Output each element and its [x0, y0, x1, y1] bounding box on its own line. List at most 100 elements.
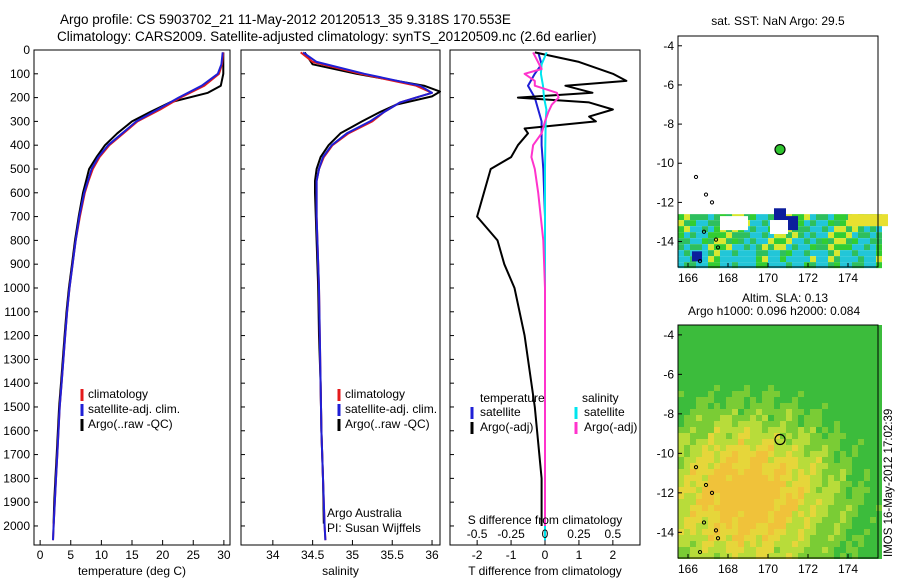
depth-tick-label-3: 300	[10, 114, 30, 128]
sla-map-subtitle: Argo h1000: 0.096 h2000: 0.084	[688, 304, 860, 318]
sla-map-frame	[677, 324, 879, 559]
sla-map-island-0	[693, 465, 699, 470]
imos-timestamp-label: IMOS 16-May-2012 17:02:39	[883, 408, 895, 557]
difference-xtick-label-4: 2	[610, 548, 617, 562]
salinity-series-1	[302, 51, 433, 541]
sla-map-island-6	[697, 549, 703, 555]
diff-xtick2-label-1: -0.25	[497, 527, 525, 541]
diff-legend-label-3: Argo(-adj)	[584, 420, 637, 434]
temperature-legend-label-1: satellite-adj. clim.	[88, 402, 180, 416]
temperature-xtick-label-3: 15	[125, 548, 139, 562]
depth-tick-label-6: 600	[10, 186, 30, 200]
salinity-legend-label-0: climatology	[345, 387, 405, 401]
depth-tick-label-12: 1200	[3, 329, 30, 343]
salinity-xtick-label-1: 34.5	[301, 548, 325, 562]
sla-map-island-4	[713, 528, 719, 533]
depth-tick-label-8: 800	[10, 233, 30, 247]
sst-map-island-6	[697, 259, 703, 264]
diff-xtick2-label-4: 0.5	[605, 527, 622, 541]
sst-map-ytick-label-5: -14	[657, 235, 675, 249]
difference-series-1	[476, 51, 628, 526]
sst-map-xtick-label-2: 170	[758, 271, 778, 285]
sla-map-ytick-label-5: -14	[657, 525, 675, 539]
depth-tick-label-9: 900	[10, 257, 30, 271]
difference-xtick-label-1: -1	[506, 548, 517, 562]
sst-map-ytick-label-0: -4	[663, 39, 674, 53]
temperature-series-1	[52, 52, 224, 541]
sla-map-island-2	[709, 490, 715, 495]
depth-tick-label-2: 200	[10, 91, 30, 105]
difference-xtick-label-2: 0	[542, 548, 549, 562]
sst-map-xtick-label-1: 168	[718, 271, 738, 285]
sst-map-frame	[677, 35, 879, 268]
sla-map-grid	[678, 325, 882, 559]
sst-map-ytick-label-4: -12	[657, 195, 675, 209]
sst-map-ytick-label-2: -8	[663, 117, 674, 131]
depth-tick-label-11: 1100	[4, 305, 30, 319]
depth-tick-label-16: 1600	[3, 424, 30, 438]
sst-map-argo-marker	[774, 143, 786, 156]
salinity-xtick-label-4: 36	[425, 548, 439, 562]
depth-tick-label-1: 100	[10, 67, 30, 81]
sla-map-island-5	[715, 536, 721, 541]
sst-map-title: sat. SST: NaN Argo: 29.5	[711, 14, 845, 28]
salinity-xlabel: salinity	[322, 564, 359, 578]
depth-tick-label-19: 1900	[3, 495, 30, 509]
depth-tick-label-18: 1800	[3, 471, 30, 485]
diff-xlabel-s: S difference from climatology	[468, 513, 623, 527]
diff-xtick2-label-3: 0.25	[567, 527, 591, 541]
sla-map-xtick-label-4: 174	[838, 562, 858, 576]
salinity-xtick-label-2: 35	[346, 548, 360, 562]
sla-map-xtick-label-0: 166	[678, 562, 698, 576]
sst-map-island-2	[709, 200, 715, 205]
sst-map-xtick-label-4: 174	[838, 271, 858, 285]
depth-tick-label-0: 0	[23, 43, 30, 57]
difference-xtick-label-3: 1	[576, 548, 583, 562]
sla-map-ytick-label-1: -6	[663, 367, 674, 381]
sst-map-ytick-label-1: -6	[663, 78, 674, 92]
difference-xtick-label-0: -2	[472, 548, 483, 562]
sla-map-argo-marker	[774, 433, 786, 446]
header-line-2: Climatology: CARS2009. Satellite-adjuste…	[57, 29, 597, 44]
sla-map-island-1	[703, 482, 709, 488]
diff-legend-label-0: satellite	[480, 405, 521, 419]
sst-map-island-4	[713, 237, 719, 242]
depth-tick-label-10: 1000	[3, 281, 30, 295]
sla-map-xtick-label-3: 172	[798, 562, 818, 576]
sst-map-xtick-label-0: 166	[678, 271, 698, 285]
diff-legend-label-2: satellite	[584, 405, 625, 419]
sst-map-island-0	[693, 174, 699, 180]
salinity-annotation-0: Argo Australia	[327, 506, 402, 520]
temperature-xlabel: temperature (deg C)	[78, 564, 186, 578]
diff-legend-s-title: salinity	[582, 391, 619, 405]
temperature-xtick-label-1: 5	[67, 548, 74, 562]
depth-tick-label-7: 700	[10, 210, 30, 224]
sst-map-island-3	[701, 229, 707, 234]
sla-map-ytick-label-3: -10	[657, 446, 675, 460]
salinity-xtick-label-3: 35.5	[381, 548, 405, 562]
sla-map-xtick-label-2: 170	[758, 562, 778, 576]
header-line-1: Argo profile: CS 5903702_21 11-May-2012 …	[60, 12, 511, 27]
temperature-xtick-label-0: 0	[37, 548, 44, 562]
temperature-legend-label-2: Argo(..raw -QC)	[88, 417, 173, 431]
diff-xtick2-label-2: 0	[542, 527, 549, 541]
depth-tick-label-17: 1700	[3, 448, 30, 462]
diff-legend-label-1: Argo(-adj)	[480, 420, 533, 434]
temperature-legend-label-0: climatology	[88, 387, 148, 401]
salinity-legend-label-2: Argo(..raw -QC)	[345, 417, 430, 431]
sst-map-ytick-label-3: -10	[657, 156, 675, 170]
salinity-axes-frame	[240, 49, 441, 546]
diff-xtick2-label-0: -0.5	[467, 527, 488, 541]
sla-map-ytick-label-4: -12	[657, 486, 675, 500]
difference-series-3	[523, 51, 560, 526]
temperature-xtick-label-2: 10	[95, 548, 109, 562]
sla-map-xtick-label-1: 168	[718, 562, 738, 576]
sla-map-title: Altim. SLA: 0.13	[742, 291, 828, 305]
salinity-annotation-1: PI: Susan Wijffels	[327, 521, 421, 535]
depth-tick-label-20: 2000	[3, 519, 30, 533]
depth-tick-label-4: 400	[10, 138, 30, 152]
depth-tick-label-15: 1500	[3, 400, 30, 414]
diff-legend-t-title: temperature	[480, 391, 545, 405]
temperature-xtick-label-5: 25	[187, 548, 201, 562]
sla-map-island-3	[701, 520, 707, 525]
